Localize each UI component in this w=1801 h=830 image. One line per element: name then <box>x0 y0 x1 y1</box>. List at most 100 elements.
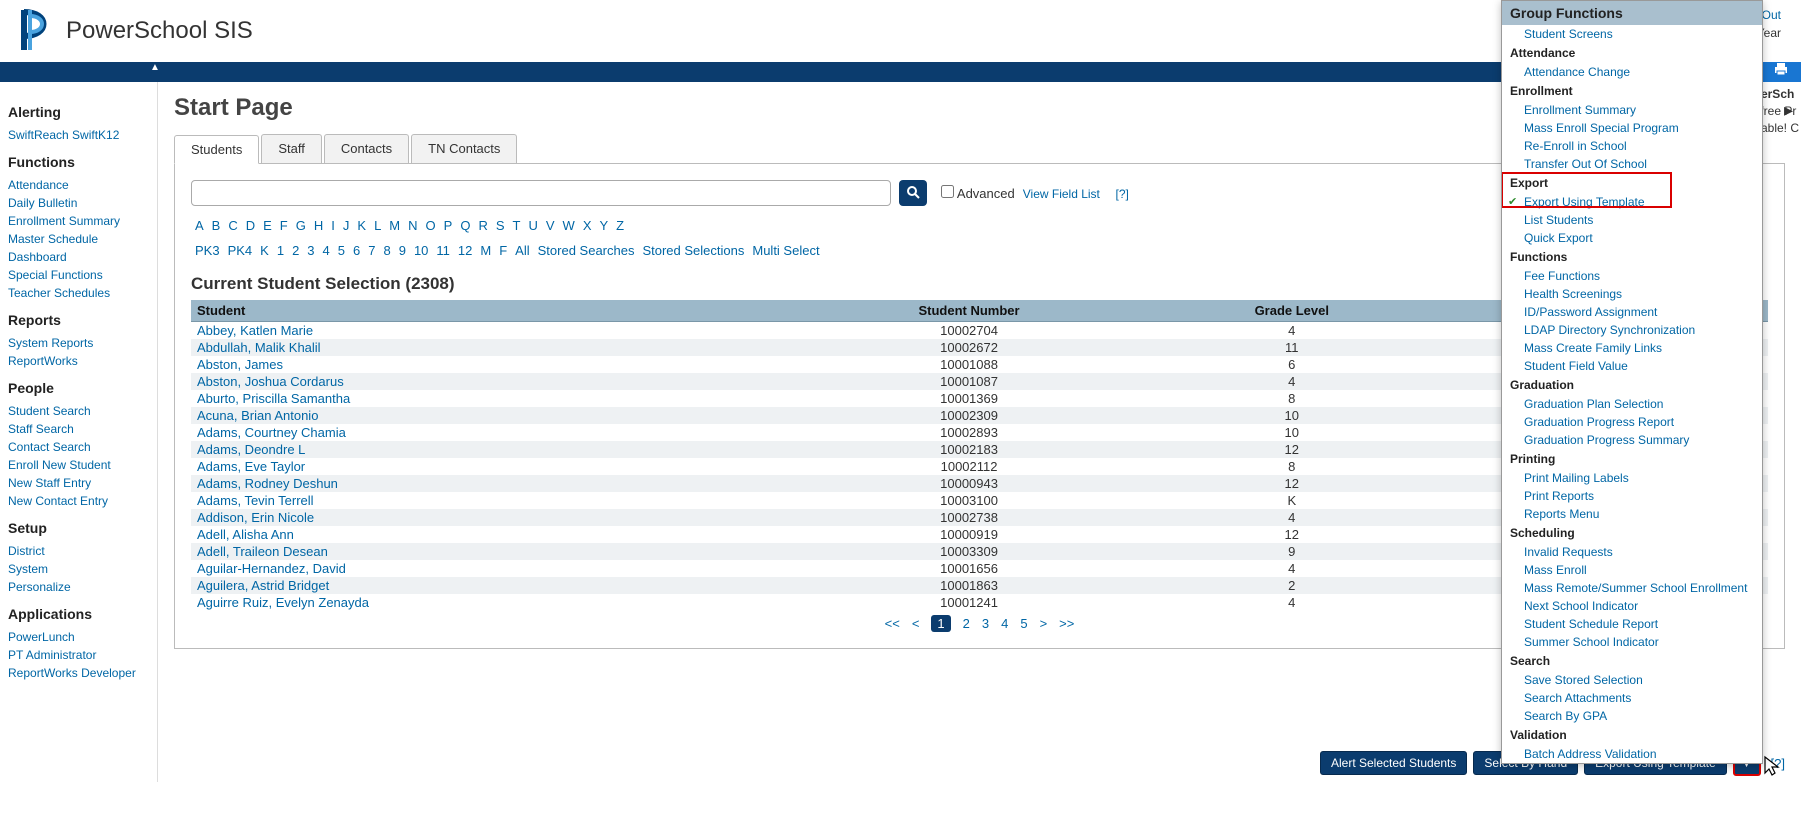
dropdown-item[interactable]: Mass Remote/Summer School Enrollment <box>1502 579 1762 597</box>
dropdown-item[interactable]: Graduation Progress Report <box>1502 413 1762 431</box>
grade-link[interactable]: 11 <box>436 243 450 258</box>
pager-link[interactable]: < <box>912 616 920 631</box>
grade-link[interactable]: Multi Select <box>752 243 819 258</box>
grade-link[interactable]: 4 <box>323 243 330 258</box>
grade-link[interactable]: 12 <box>458 243 472 258</box>
grade-link[interactable]: Stored Selections <box>642 243 744 258</box>
sidebar-item[interactable]: District <box>8 542 149 560</box>
alert-selected-button[interactable]: Alert Selected Students <box>1320 751 1467 775</box>
col-grade-level[interactable]: Grade Level <box>1152 300 1432 322</box>
dropdown-item[interactable]: Search By GPA <box>1502 707 1762 725</box>
tab-tn-contacts[interactable]: TN Contacts <box>411 134 517 163</box>
alpha-link[interactable]: H <box>314 218 323 233</box>
sidebar-item[interactable]: Enroll New Student <box>8 456 149 474</box>
dropdown-item[interactable]: Attendance Change <box>1502 63 1762 81</box>
sidebar-item[interactable]: ReportWorks Developer <box>8 664 149 682</box>
alpha-link[interactable]: D <box>246 218 255 233</box>
grade-link[interactable]: PK4 <box>228 243 253 258</box>
alpha-link[interactable]: W <box>563 218 575 233</box>
print-icon[interactable] <box>1761 62 1801 82</box>
student-link[interactable]: Aburto, Priscilla Samantha <box>197 391 350 406</box>
pager-link[interactable]: 3 <box>982 616 989 631</box>
grade-link[interactable]: 10 <box>414 243 428 258</box>
sidebar-item[interactable]: Contact Search <box>8 438 149 456</box>
grade-link[interactable]: M <box>480 243 491 258</box>
grade-link[interactable]: K <box>260 243 269 258</box>
grade-link[interactable]: 8 <box>383 243 390 258</box>
alpha-link[interactable]: L <box>374 218 381 233</box>
alpha-link[interactable]: N <box>408 218 417 233</box>
col-student-number[interactable]: Student Number <box>786 300 1152 322</box>
alpha-link[interactable]: Q <box>460 218 470 233</box>
alpha-link[interactable]: M <box>389 218 400 233</box>
sidebar-item[interactable]: Attendance <box>8 176 149 194</box>
alpha-link[interactable]: I <box>331 218 335 233</box>
dropdown-item[interactable]: Print Reports <box>1502 487 1762 505</box>
sidebar-item[interactable]: ReportWorks <box>8 352 149 370</box>
alpha-link[interactable]: V <box>546 218 555 233</box>
dropdown-item[interactable]: Health Screenings <box>1502 285 1762 303</box>
alpha-link[interactable]: G <box>296 218 306 233</box>
alpha-link[interactable]: B <box>212 218 221 233</box>
tab-students[interactable]: Students <box>174 135 259 164</box>
dropdown-item[interactable]: List Students <box>1502 211 1762 229</box>
alpha-link[interactable]: Z <box>616 218 624 233</box>
dropdown-item[interactable]: ID/Password Assignment <box>1502 303 1762 321</box>
student-link[interactable]: Abston, Joshua Cordarus <box>197 374 344 389</box>
dropdown-item[interactable]: LDAP Directory Synchronization <box>1502 321 1762 339</box>
alpha-link[interactable]: O <box>426 218 436 233</box>
sidebar-item[interactable]: Staff Search <box>8 420 149 438</box>
alpha-link[interactable]: F <box>280 218 288 233</box>
grade-link[interactable]: 9 <box>399 243 406 258</box>
pager-link[interactable]: 4 <box>1001 616 1008 631</box>
sidebar-item[interactable]: Student Search <box>8 402 149 420</box>
sidebar-item[interactable]: System <box>8 560 149 578</box>
alpha-link[interactable]: A <box>195 218 204 233</box>
student-link[interactable]: Abbey, Katlen Marie <box>197 323 313 338</box>
pager-link[interactable]: << <box>885 616 900 631</box>
student-link[interactable]: Aguilera, Astrid Bridget <box>197 578 329 593</box>
student-link[interactable]: Adams, Eve Taylor <box>197 459 305 474</box>
search-button[interactable] <box>899 180 927 206</box>
grade-link[interactable]: 6 <box>353 243 360 258</box>
alpha-link[interactable]: K <box>357 218 366 233</box>
col-student[interactable]: Student <box>191 300 786 322</box>
dropdown-item[interactable]: Reports Menu <box>1502 505 1762 523</box>
pager-link[interactable]: >> <box>1059 616 1074 631</box>
dropdown-item[interactable]: Mass Create Family Links <box>1502 339 1762 357</box>
pager-link[interactable]: 2 <box>963 616 970 631</box>
grade-link[interactable]: Stored Searches <box>538 243 635 258</box>
search-help-link[interactable]: [?] <box>1116 187 1129 201</box>
dropdown-item[interactable]: Student Screens <box>1502 25 1762 43</box>
sidebar-item[interactable]: PT Administrator <box>8 646 149 664</box>
student-link[interactable]: Aguirre Ruiz, Evelyn Zenayda <box>197 595 369 610</box>
sidebar-item[interactable]: SwiftReach SwiftK12 <box>8 126 149 144</box>
pager-link[interactable]: > <box>1040 616 1048 631</box>
student-link[interactable]: Aguilar-Hernandez, David <box>197 561 346 576</box>
grade-link[interactable]: 3 <box>307 243 314 258</box>
student-link[interactable]: Abston, James <box>197 357 283 372</box>
dropdown-item[interactable]: Export Using Template <box>1502 193 1762 211</box>
dropdown-item[interactable]: Invalid Requests <box>1502 543 1762 561</box>
dropdown-item[interactable]: Next School Indicator <box>1502 597 1762 615</box>
grade-link[interactable]: 5 <box>338 243 345 258</box>
dropdown-item[interactable]: Mass Enroll <box>1502 561 1762 579</box>
tab-staff[interactable]: Staff <box>261 134 322 163</box>
student-link[interactable]: Adams, Deondre L <box>197 442 305 457</box>
alpha-link[interactable]: J <box>343 218 350 233</box>
dropdown-item[interactable]: Enrollment Summary <box>1502 101 1762 119</box>
dropdown-item[interactable]: Fee Functions <box>1502 267 1762 285</box>
alpha-link[interactable]: R <box>478 218 487 233</box>
grade-link[interactable]: F <box>499 243 507 258</box>
grade-link[interactable]: 7 <box>368 243 375 258</box>
alpha-link[interactable]: S <box>496 218 505 233</box>
dropdown-item[interactable]: Graduation Progress Summary <box>1502 431 1762 449</box>
sidebar-item[interactable]: PowerLunch <box>8 628 149 646</box>
sidebar-item[interactable]: New Contact Entry <box>8 492 149 510</box>
grade-link[interactable]: PK3 <box>195 243 220 258</box>
alpha-link[interactable]: U <box>528 218 537 233</box>
dropdown-item[interactable]: Mass Enroll Special Program <box>1502 119 1762 137</box>
dropdown-item[interactable]: Student Field Value <box>1502 357 1762 375</box>
alpha-link[interactable]: P <box>444 218 453 233</box>
dropdown-item[interactable]: Print Mailing Labels <box>1502 469 1762 487</box>
